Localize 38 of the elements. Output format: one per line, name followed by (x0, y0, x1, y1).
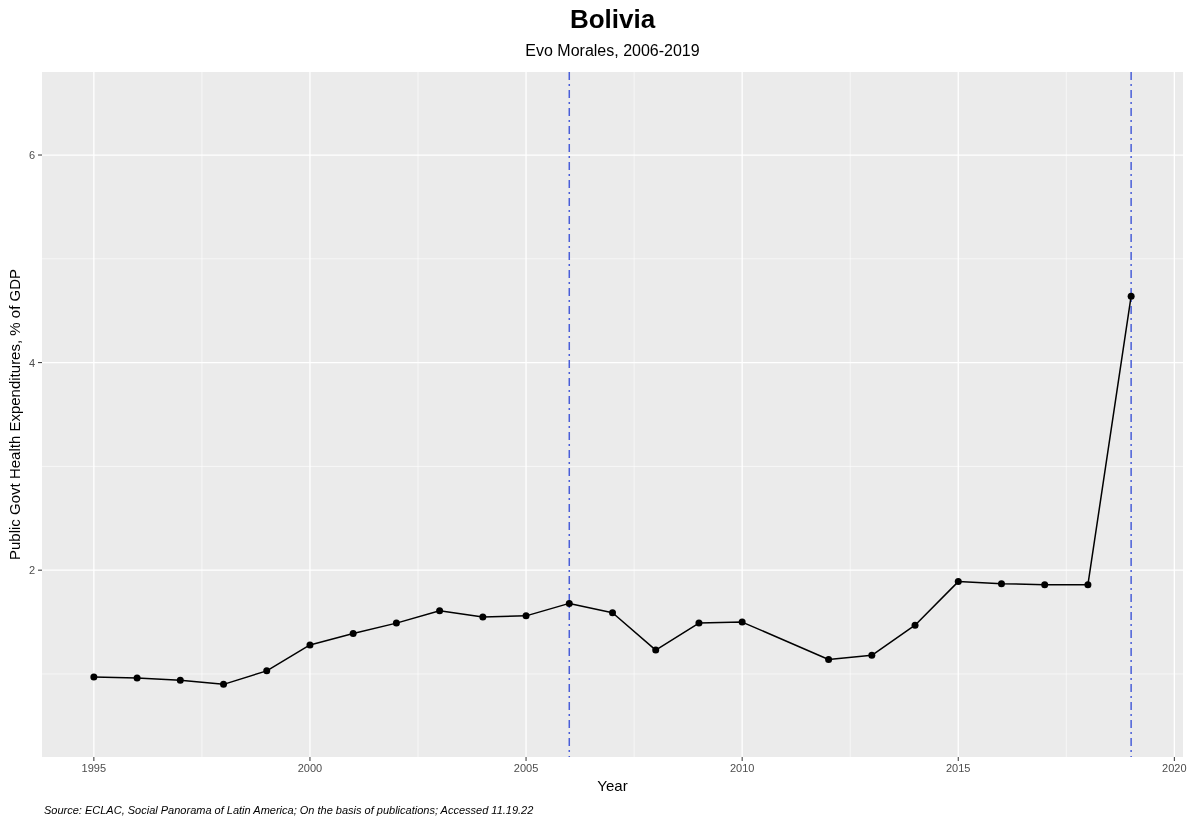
point (1084, 581, 1092, 589)
point (1127, 292, 1135, 300)
y-axis-title: Public Govt Health Expenditures, % of GDP (6, 269, 23, 560)
point (868, 651, 876, 659)
chart-title: Bolivia (569, 4, 656, 34)
point (609, 609, 616, 617)
point (652, 646, 660, 654)
x-tick-label: 2000 (297, 762, 323, 774)
point (911, 621, 919, 629)
point (738, 618, 746, 626)
point (522, 612, 530, 620)
x-tick-label: 2020 (1162, 762, 1187, 774)
point (349, 629, 357, 637)
x-tick-label: 2010 (729, 762, 755, 774)
point (90, 673, 98, 681)
point (392, 619, 400, 627)
x-tick-label: 2015 (946, 762, 971, 774)
point (565, 599, 573, 607)
y-tick-label: 2 (28, 564, 35, 577)
x-tick-label: 1995 (81, 762, 107, 774)
point (220, 680, 228, 688)
point (306, 641, 314, 649)
source-note: Source: ECLAC, Social Panorama of Latin America; On the basis of publications; Accessed 11.19.22 (44, 804, 534, 816)
point (954, 578, 962, 586)
point (695, 619, 703, 627)
x-tick-label: 2005 (513, 762, 539, 774)
y-tick-label: 6 (28, 149, 35, 162)
point (997, 580, 1005, 588)
point (1041, 581, 1049, 589)
point (825, 655, 833, 663)
point (263, 667, 271, 675)
point (176, 676, 184, 684)
point (479, 613, 487, 621)
point (133, 674, 141, 682)
y-tick-label: 4 (28, 356, 35, 369)
point (436, 607, 444, 615)
chart-subtitle: Evo Morales, 2006-2019 (525, 42, 700, 59)
x-axis-title: Year (597, 777, 628, 794)
